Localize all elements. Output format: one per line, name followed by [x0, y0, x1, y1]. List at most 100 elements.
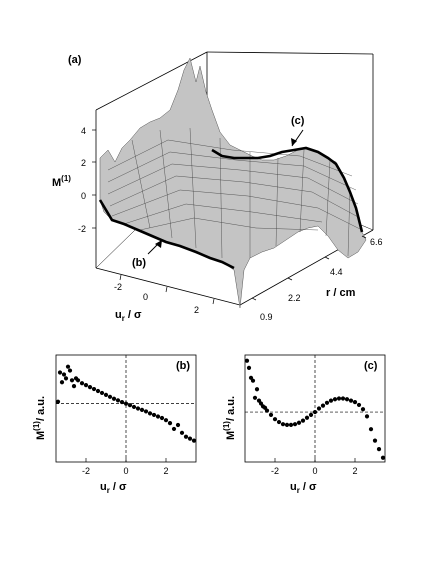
panel-a-label: (a) — [68, 54, 82, 66]
data-point — [91, 386, 97, 392]
r-axis-label: r / cm — [326, 287, 356, 299]
u-tick-label: 0 — [143, 292, 148, 302]
data-point — [175, 422, 181, 428]
data-point — [187, 436, 193, 441]
data-point — [316, 406, 322, 411]
data-point — [95, 388, 101, 394]
data-point — [103, 392, 109, 397]
data-point — [272, 417, 278, 422]
data-point — [59, 380, 65, 385]
data-point — [250, 378, 256, 383]
data-point — [155, 414, 161, 419]
x-tick-label: 2 — [163, 466, 168, 476]
data-point — [268, 412, 274, 418]
grid-line — [159, 129, 173, 239]
r-tick-label: 2.2 — [288, 293, 301, 303]
data-point — [280, 422, 286, 427]
data-point — [312, 409, 318, 415]
panel-b: -2 0 2 (b) ur / σ M(1)/ a.u. — [32, 354, 197, 495]
data-point — [332, 397, 338, 402]
data-point — [308, 412, 314, 418]
data-point — [364, 414, 370, 419]
panel-b-xlabel: ur / σ — [100, 481, 127, 495]
data-point — [115, 398, 121, 403]
data-point — [135, 406, 141, 411]
panel-c-xticks: -2 0 2 — [271, 458, 358, 476]
panel-c-label: (c) — [364, 360, 378, 372]
annotation-c-label: (c) — [291, 115, 305, 127]
x-tick-label: -2 — [271, 466, 279, 476]
data-point — [244, 358, 250, 363]
grid-line — [123, 203, 323, 225]
annotation-c-arrowhead — [291, 138, 297, 146]
r-tick-label: 4.4 — [330, 267, 343, 277]
data-point — [360, 407, 366, 412]
panel-b-points — [55, 364, 197, 443]
data-point — [348, 398, 354, 403]
data-point — [336, 396, 342, 401]
u-tick — [212, 298, 215, 305]
r-tick-label: 6.6 — [370, 237, 383, 247]
u-axis: -2 0 2 ur / σ — [114, 274, 215, 323]
x-tick-label: 0 — [123, 466, 128, 476]
data-point — [123, 401, 129, 406]
data-point — [344, 397, 350, 402]
grid-line — [325, 159, 331, 237]
grid-line — [347, 187, 351, 257]
x-tick-label: -2 — [82, 466, 90, 476]
panel-b-label: (b) — [176, 360, 190, 372]
grid-line — [275, 157, 279, 247]
panel-c-xlabel: ur / σ — [290, 481, 317, 495]
grid-line — [299, 149, 305, 233]
data-point — [356, 402, 362, 408]
grid-line — [219, 137, 223, 259]
data-point — [324, 400, 330, 405]
annotation-c: (c) — [291, 115, 305, 147]
data-point — [246, 365, 252, 370]
data-point — [254, 387, 260, 392]
data-point — [159, 415, 165, 421]
data-point — [167, 420, 173, 426]
data-point — [376, 447, 382, 452]
data-point — [71, 384, 77, 389]
data-point — [127, 403, 133, 408]
data-point — [107, 394, 113, 399]
z-axis: M(1) 4 2 0 -2 — [52, 126, 96, 234]
u-tick-label: -2 — [114, 282, 122, 292]
surface-grid — [107, 127, 363, 259]
data-point — [55, 399, 61, 404]
data-point — [147, 411, 153, 416]
r-tick — [324, 256, 330, 260]
data-point — [304, 415, 310, 420]
r-axis: 0.9 2.2 4.4 6.6 r / cm — [251, 235, 383, 322]
u-axis-label: ur / σ — [115, 309, 142, 323]
grid-line — [111, 189, 363, 231]
data-point — [372, 438, 378, 443]
data-point — [139, 407, 145, 412]
data-point — [380, 455, 386, 460]
z-tick-label: 2 — [81, 158, 86, 168]
panel-b-xticks: -2 0 2 — [82, 458, 169, 476]
data-point — [111, 396, 117, 401]
panel-c-points — [244, 358, 386, 460]
data-point — [99, 390, 105, 396]
data-point — [352, 399, 358, 405]
data-point — [368, 427, 374, 432]
data-point — [75, 378, 81, 383]
surface-mesh — [98, 57, 367, 309]
z-tick-label: 4 — [81, 126, 86, 136]
slice-c-curve — [211, 146, 364, 233]
data-point — [143, 409, 149, 414]
panel-b-ylabel: M(1)/ a.u. — [32, 396, 47, 440]
data-point — [69, 378, 75, 383]
x-tick-label: 0 — [312, 466, 317, 476]
slice-b-curve — [98, 199, 235, 270]
data-point — [57, 370, 63, 375]
grid-line — [139, 217, 319, 231]
grid-line — [131, 139, 151, 229]
u-tick-label: 2 — [194, 305, 199, 315]
data-point — [292, 422, 298, 427]
grid-line — [107, 151, 357, 191]
z-tick-label: 0 — [81, 191, 86, 201]
x-tick-label: 2 — [352, 466, 357, 476]
